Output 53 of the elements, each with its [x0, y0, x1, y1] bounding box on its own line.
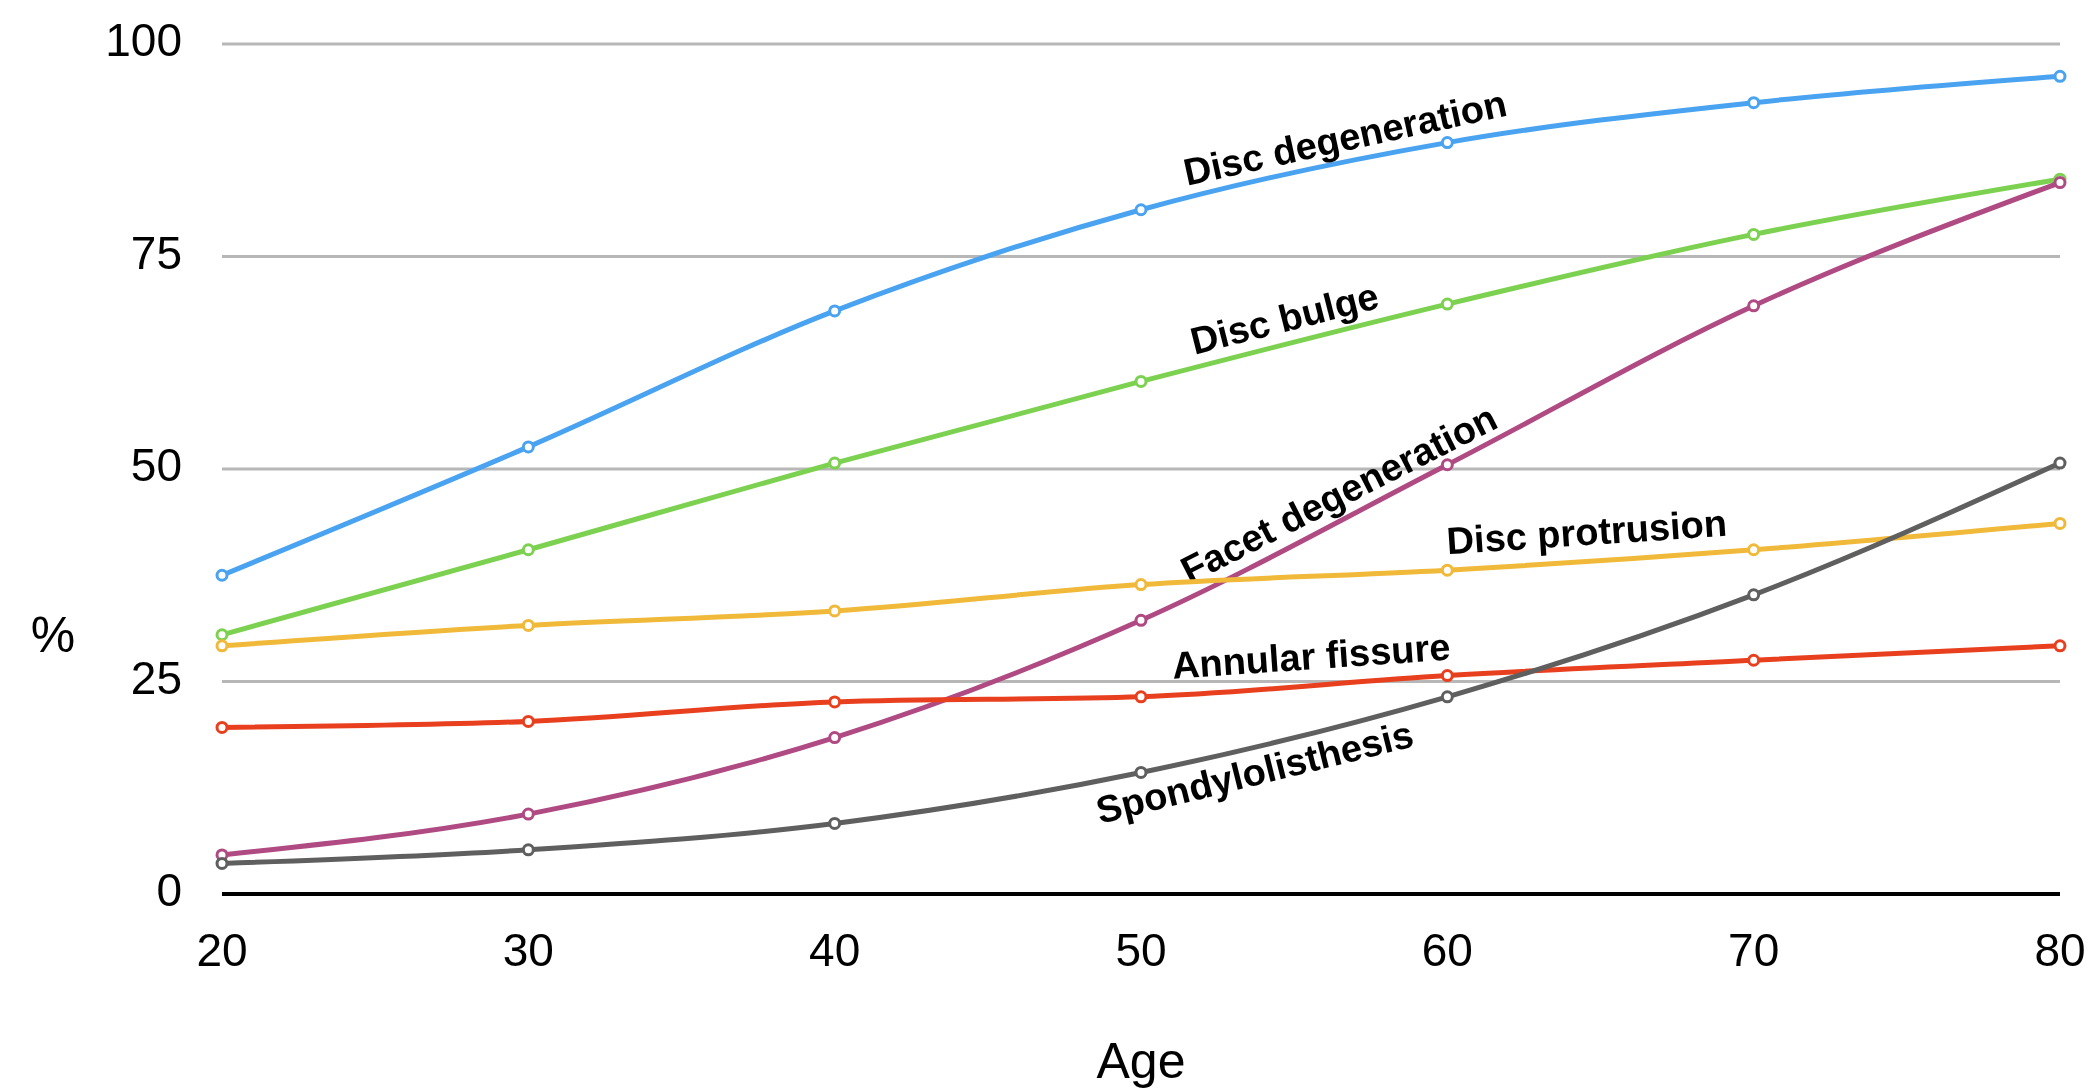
point [2053, 639, 2067, 653]
x-tick-label: 70 [1728, 924, 1780, 976]
point [828, 604, 842, 618]
y-tick-label: 25 [130, 651, 182, 704]
x-tick-label: 50 [1115, 924, 1167, 976]
point [521, 543, 535, 557]
point [521, 618, 535, 632]
point [1440, 297, 1454, 311]
point [1747, 653, 1761, 667]
y-tick-label: 50 [130, 439, 182, 492]
point [2053, 69, 2067, 83]
point [828, 731, 842, 745]
point [828, 816, 842, 830]
y-axis-title: % [30, 607, 76, 664]
x-axis-title: Age [1096, 1033, 1186, 1089]
point [1440, 690, 1454, 704]
point [521, 843, 535, 857]
point [1440, 669, 1454, 683]
point [828, 304, 842, 318]
point [215, 856, 229, 870]
point [2053, 516, 2067, 530]
point [215, 720, 229, 734]
point [1134, 203, 1148, 217]
point [1134, 578, 1148, 592]
point [1440, 563, 1454, 577]
point [1134, 690, 1148, 704]
point [1134, 613, 1148, 627]
point [2053, 176, 2067, 190]
point [828, 695, 842, 709]
point [521, 714, 535, 728]
x-tick-label: 80 [2034, 924, 2086, 976]
point [1134, 374, 1148, 388]
x-tick-label: 30 [502, 924, 554, 976]
point [1747, 96, 1761, 110]
point [1747, 543, 1761, 557]
x-tick-label: 40 [809, 924, 861, 976]
point [2053, 456, 2067, 470]
series-label: Annular fissure [1170, 625, 1452, 687]
point [521, 440, 535, 454]
point [1747, 299, 1761, 313]
x-tick-label: 60 [1421, 924, 1473, 976]
point [1747, 588, 1761, 602]
point [828, 456, 842, 470]
x-tick-label: 20 [196, 924, 248, 976]
y-tick-label: 0 [156, 864, 182, 917]
point [1747, 227, 1761, 241]
point [215, 628, 229, 642]
y-tick-label: 75 [130, 226, 182, 279]
text: Disc bulge [1186, 274, 1383, 363]
point [215, 639, 229, 653]
point [215, 568, 229, 582]
point [521, 807, 535, 821]
y-tick-label: 100 [105, 14, 182, 67]
